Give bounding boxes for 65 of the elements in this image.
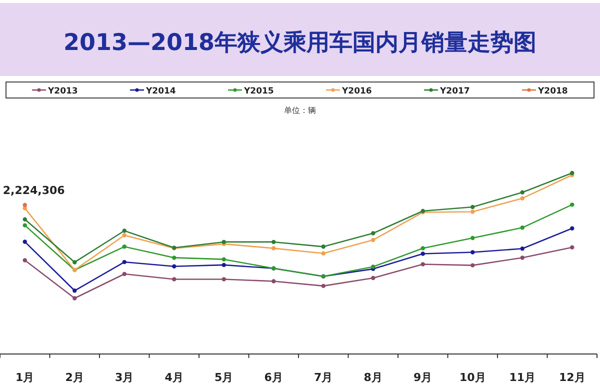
- point: [122, 272, 126, 276]
- legend-label: Y2016: [341, 86, 372, 96]
- point: [172, 264, 176, 269]
- point: [172, 277, 176, 282]
- point: [420, 252, 425, 256]
- point: [470, 250, 475, 254]
- point: [72, 288, 77, 293]
- point: [72, 296, 77, 300]
- point: [321, 244, 326, 249]
- x-tick-label: 4月: [164, 371, 184, 384]
- point: [420, 262, 425, 266]
- point: [470, 236, 475, 240]
- x-tick-label: 8月: [364, 371, 382, 384]
- point: [272, 246, 276, 250]
- point: [570, 245, 574, 250]
- legend-label: Y2018: [537, 86, 568, 96]
- point: [470, 204, 475, 210]
- point: [22, 217, 27, 222]
- point: [22, 240, 27, 244]
- legend-label: Y2013: [47, 86, 78, 96]
- point: [420, 246, 425, 250]
- point: [22, 258, 27, 262]
- point: [22, 223, 27, 228]
- annotation: 2,224,306: [2, 184, 66, 198]
- x-tick-label: 7月: [314, 371, 333, 384]
- x-tick-label: 11月: [509, 371, 536, 384]
- point: [272, 279, 276, 284]
- point: [570, 226, 574, 230]
- point: [470, 210, 475, 214]
- legend-label: Y2017: [439, 86, 470, 96]
- point: [122, 228, 126, 233]
- chart-title: 2013—2018年狭义乘用车国内月销量走势图: [63, 30, 537, 56]
- point: [371, 238, 376, 242]
- point: [122, 244, 126, 249]
- point: [371, 231, 376, 236]
- point: [222, 257, 226, 262]
- point: [72, 260, 77, 264]
- point: [122, 260, 126, 264]
- point: [371, 264, 376, 269]
- point: [222, 277, 226, 282]
- point: [520, 196, 524, 200]
- point: [222, 262, 226, 268]
- point: [371, 276, 376, 280]
- x-tick-label: 6月: [264, 371, 283, 384]
- point: [122, 233, 126, 238]
- x-tick-label: 10月: [459, 371, 486, 384]
- text: 单位：辆: [284, 106, 316, 115]
- x-tick-label: 3月: [115, 371, 134, 384]
- x-tick-label: 5月: [214, 371, 234, 384]
- legend-label: Y2015: [243, 86, 274, 96]
- point: [321, 284, 326, 288]
- x-tick-label: 1月: [16, 371, 34, 384]
- legend-label: Y2014: [145, 86, 176, 96]
- x-tick-label: 2月: [65, 371, 84, 384]
- point: [520, 226, 524, 230]
- x-tick-label: 9月: [414, 371, 432, 384]
- x-tick-label: 12月: [558, 371, 586, 384]
- point: [520, 256, 524, 260]
- point: [272, 240, 276, 244]
- point: [520, 246, 524, 251]
- point: [470, 263, 475, 268]
- point: [321, 251, 326, 256]
- point: [570, 202, 574, 207]
- point: [520, 190, 524, 194]
- point: [172, 256, 176, 260]
